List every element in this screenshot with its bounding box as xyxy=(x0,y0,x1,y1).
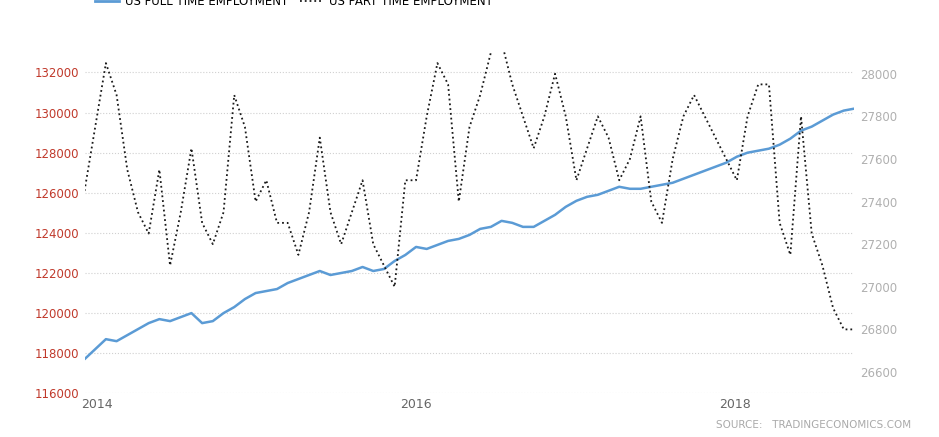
Legend: US FULL TIME EMPLOYMENT, US PART TIME EMPLOYMENT: US FULL TIME EMPLOYMENT, US PART TIME EM… xyxy=(90,0,498,13)
Text: SOURCE:   TRADINGECONOMICS.COM: SOURCE: TRADINGECONOMICS.COM xyxy=(716,420,911,430)
